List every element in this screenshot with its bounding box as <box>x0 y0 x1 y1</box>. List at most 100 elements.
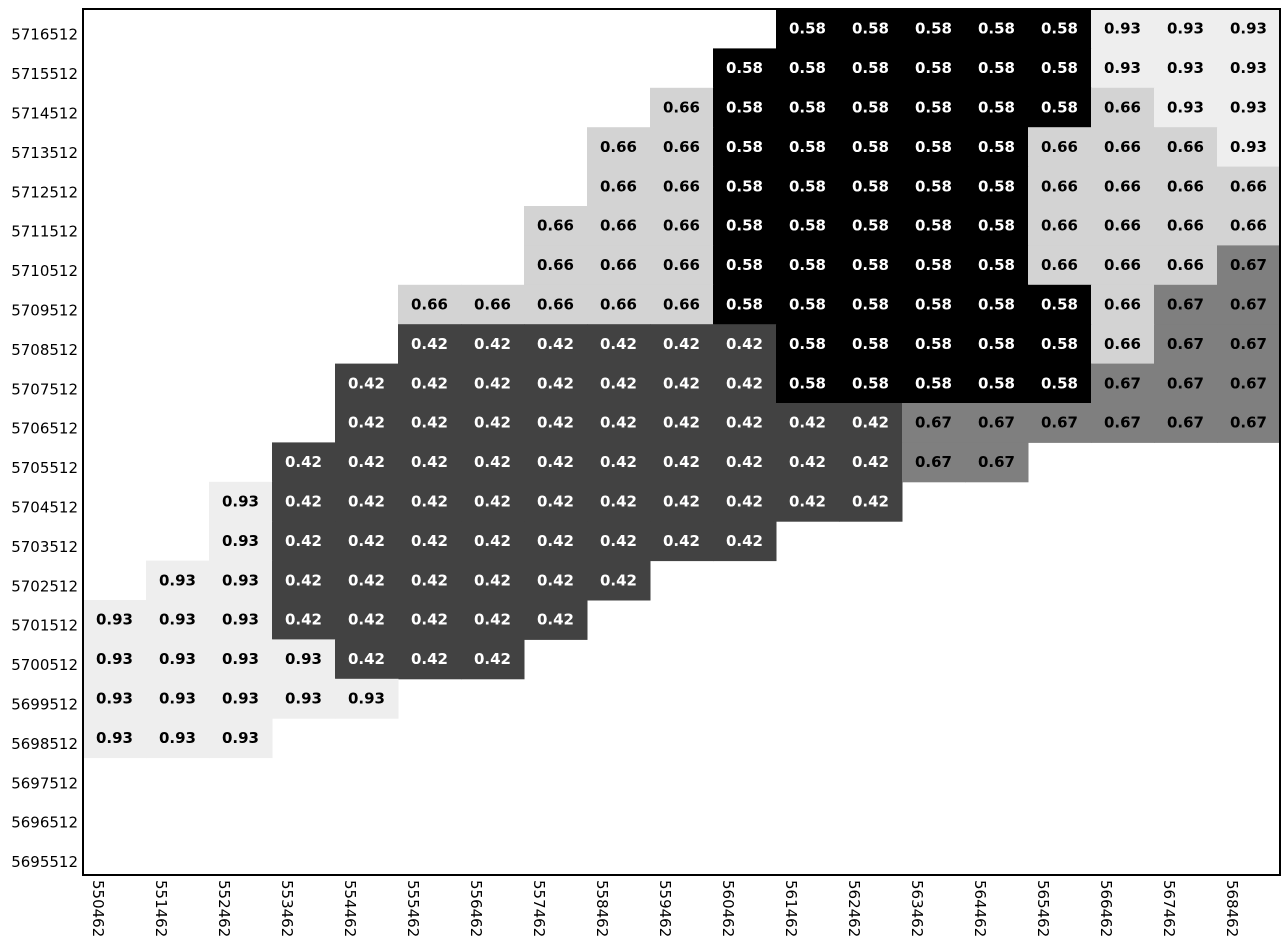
cell-value-label: 0.42 <box>852 453 889 471</box>
heatmap-cell <box>776 363 840 404</box>
heatmap-cell <box>335 363 399 404</box>
cell-value-label: 0.66 <box>1041 177 1078 195</box>
cell-value-label: 0.42 <box>285 571 322 589</box>
heatmap-cell <box>335 442 399 483</box>
cell-value-label: 0.58 <box>978 177 1015 195</box>
heatmap-cell <box>461 284 525 325</box>
cell-value-label: 0.93 <box>1230 20 1267 38</box>
cell-value-label: 0.58 <box>915 99 952 117</box>
heatmap-cell <box>1217 166 1281 207</box>
cell-value-label: 0.42 <box>474 650 511 668</box>
cell-value-label: 0.66 <box>1104 335 1141 353</box>
heatmap-cell <box>965 442 1029 483</box>
cell-value-label: 0.58 <box>978 296 1015 314</box>
heatmap-cell <box>272 442 336 483</box>
cell-value-label: 0.58 <box>915 20 952 38</box>
cell-value-label: 0.42 <box>663 335 700 353</box>
cell-value-label: 0.66 <box>600 296 637 314</box>
heatmap-cell <box>335 600 399 640</box>
heatmap-cell <box>398 324 462 365</box>
cell-value-label: 0.58 <box>915 217 952 235</box>
heatmap-cell <box>335 481 399 522</box>
heatmap-cell <box>1028 206 1092 246</box>
heatmap-cell <box>587 403 651 443</box>
cell-value-label: 0.42 <box>474 493 511 511</box>
heatmap-cell <box>1091 166 1155 207</box>
x-tick-label: 565462 <box>1034 880 1052 937</box>
heatmap-cell <box>1154 87 1218 128</box>
heatmap-cell <box>650 442 714 483</box>
cell-value-label: 0.93 <box>285 690 322 708</box>
cell-value-label: 0.93 <box>96 650 133 668</box>
cell-value-label: 0.42 <box>474 453 511 471</box>
cell-value-label: 0.58 <box>978 374 1015 392</box>
heatmap-cell <box>839 442 903 483</box>
heatmap-cell <box>1154 284 1218 325</box>
cell-value-label: 0.66 <box>537 256 574 274</box>
heatmap-cell <box>839 403 903 443</box>
cell-value-label: 0.93 <box>1167 59 1204 77</box>
heatmap-cell <box>650 87 714 128</box>
cell-value-label: 0.58 <box>726 138 763 156</box>
heatmap-cell <box>1091 363 1155 404</box>
heatmap-cell <box>1091 9 1155 49</box>
cell-value-label: 0.42 <box>600 453 637 471</box>
cell-value-label: 0.42 <box>537 335 574 353</box>
cell-value-label: 0.42 <box>411 611 448 629</box>
cell-value-label: 0.66 <box>663 256 700 274</box>
cell-value-label: 0.42 <box>726 453 763 471</box>
cell-value-label: 0.66 <box>1041 217 1078 235</box>
heatmap-cell <box>965 245 1029 286</box>
cell-value-label: 0.58 <box>915 138 952 156</box>
heatmap-cell <box>650 206 714 246</box>
x-tick-label: 554462 <box>341 880 359 937</box>
heatmap-cell <box>146 718 210 759</box>
cell-value-label: 0.58 <box>789 20 826 38</box>
heatmap-cell <box>650 403 714 443</box>
cell-value-label: 0.58 <box>852 296 889 314</box>
x-tick-label: 551462 <box>152 880 170 937</box>
heatmap-cell <box>398 284 462 325</box>
cell-value-label: 0.58 <box>1041 59 1078 77</box>
cell-value-label: 0.42 <box>411 335 448 353</box>
heatmap-cell <box>713 403 777 443</box>
cell-value-label: 0.67 <box>1230 374 1267 392</box>
heatmap-cell <box>839 166 903 207</box>
heatmap-cell <box>1028 403 1092 443</box>
heatmap-cell <box>587 284 651 325</box>
heatmap-cell <box>335 560 399 601</box>
heatmap-cell <box>524 560 588 601</box>
cell-value-label: 0.42 <box>600 374 637 392</box>
heatmap-cell <box>461 560 525 601</box>
cell-value-label: 0.67 <box>1167 296 1204 314</box>
cell-value-label: 0.42 <box>348 493 385 511</box>
heatmap-cell <box>776 206 840 246</box>
x-tick-label: 561462 <box>782 880 800 937</box>
cell-value-label: 0.67 <box>1167 335 1204 353</box>
heatmap-cell <box>1091 48 1155 89</box>
cell-value-label: 0.58 <box>852 99 889 117</box>
heatmap-cell <box>209 639 273 680</box>
heatmap-cell <box>272 521 336 562</box>
cell-value-label: 0.66 <box>1167 138 1204 156</box>
heatmap-cell <box>965 166 1029 207</box>
cell-value-label: 0.42 <box>537 532 574 550</box>
x-tick-label: 558462 <box>593 880 611 937</box>
heatmap-cell <box>902 9 966 49</box>
heatmap-cell <box>398 442 462 483</box>
cell-value-label: 0.58 <box>852 217 889 235</box>
cell-value-label: 0.58 <box>726 296 763 314</box>
heatmap-cell <box>776 9 840 49</box>
y-tick-label: 5697512 <box>11 774 78 792</box>
heatmap-cell <box>587 324 651 365</box>
heatmap-cell <box>776 87 840 128</box>
y-axis-ticks: 5716512 5715512 5714512 5713512 5712512 57115… <box>11 26 78 871</box>
heatmap-cell <box>650 481 714 522</box>
cell-value-label: 0.66 <box>474 296 511 314</box>
cell-value-label: 0.58 <box>852 177 889 195</box>
cell-value-label: 0.67 <box>1104 414 1141 432</box>
cell-value-label: 0.93 <box>222 690 259 708</box>
cell-value-label: 0.93 <box>159 729 196 747</box>
cell-value-label: 0.42 <box>348 611 385 629</box>
